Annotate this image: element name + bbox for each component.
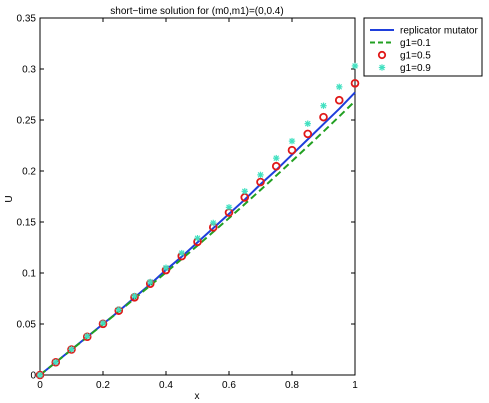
- y-tick-label: 0.05: [17, 320, 37, 331]
- x-tick-label: 0.6: [222, 380, 236, 391]
- legend-label: g1=0.9: [400, 63, 431, 74]
- data-point-star: [273, 155, 280, 161]
- data-point-star: [52, 359, 59, 365]
- data-point-star: [241, 188, 248, 195]
- y-tick-label: 0.15: [17, 218, 37, 229]
- data-point-circle: [319, 112, 328, 122]
- data-point-star: [257, 172, 264, 178]
- data-point-star: [84, 333, 91, 340]
- plot-area: 0 0.2 0.4 0.6 0.8 1 0 0.05 0.1 0.15 0.2 0.25 0.3 0.3…: [17, 14, 360, 391]
- data-point-star: [336, 84, 343, 90]
- y-tick-label: 0.2: [22, 167, 36, 178]
- legend-label: g1=0.5: [400, 51, 431, 62]
- data-point-star: [320, 102, 327, 109]
- data-point-circle: [350, 78, 360, 88]
- data-point-star: [352, 63, 358, 69]
- x-tick-label: 0.2: [96, 380, 110, 391]
- data-point-star: [163, 264, 169, 271]
- data-point-star: [147, 279, 154, 285]
- legend-label: replicator mutator: [400, 26, 478, 37]
- data-point-circle: [35, 370, 45, 380]
- x-tick-label: 1: [352, 380, 358, 391]
- x-axis-ticks: 0 0.2 0.4 0.6 0.8 1: [37, 18, 358, 391]
- data-point-star: [178, 250, 185, 256]
- data-point-star: [289, 138, 295, 144]
- data-point-star: [115, 306, 122, 313]
- axes-box: [39, 17, 356, 376]
- series-3: [36, 62, 359, 379]
- legend-label: g1=0.1: [400, 38, 431, 49]
- data-point-star: [37, 372, 43, 378]
- y-tick-label: 0.25: [17, 116, 37, 127]
- data-point-star: [226, 204, 232, 211]
- data-point-circle: [271, 161, 281, 171]
- x-tick-label: 0.8: [285, 380, 299, 391]
- x-tick-label: 0.4: [159, 380, 173, 391]
- series-layer: [35, 62, 360, 380]
- data-point-circle: [334, 95, 344, 105]
- data-point-star: [210, 220, 217, 226]
- data-point-circle: [303, 129, 313, 139]
- data-point-star: [194, 235, 201, 242]
- y-tick-label: 0.1: [22, 269, 36, 280]
- legend-swatch-star: [379, 64, 385, 71]
- y-tick-label: 0.3: [22, 65, 36, 76]
- data-point-circle: [256, 177, 265, 187]
- data-point-star: [68, 346, 75, 353]
- y-tick-label: 0: [30, 371, 36, 382]
- y-axis-label: U: [4, 195, 15, 202]
- legend-swatch-circle: [377, 50, 387, 60]
- chart-title: short−time solution for (m0,m1)=(0,0.4): [110, 6, 283, 17]
- y-axis-ticks: 0 0.05 0.1 0.15 0.2 0.25 0.3 0.35: [17, 14, 355, 382]
- x-tick-label: 0: [37, 380, 43, 391]
- data-point-circle: [287, 145, 297, 155]
- x-axis-label: x: [195, 391, 200, 402]
- data-point-star: [100, 320, 106, 326]
- data-point-star: [304, 120, 311, 127]
- data-point-star: [131, 293, 138, 299]
- data-point-circle: [51, 357, 61, 367]
- y-tick-label: 0.35: [17, 14, 37, 25]
